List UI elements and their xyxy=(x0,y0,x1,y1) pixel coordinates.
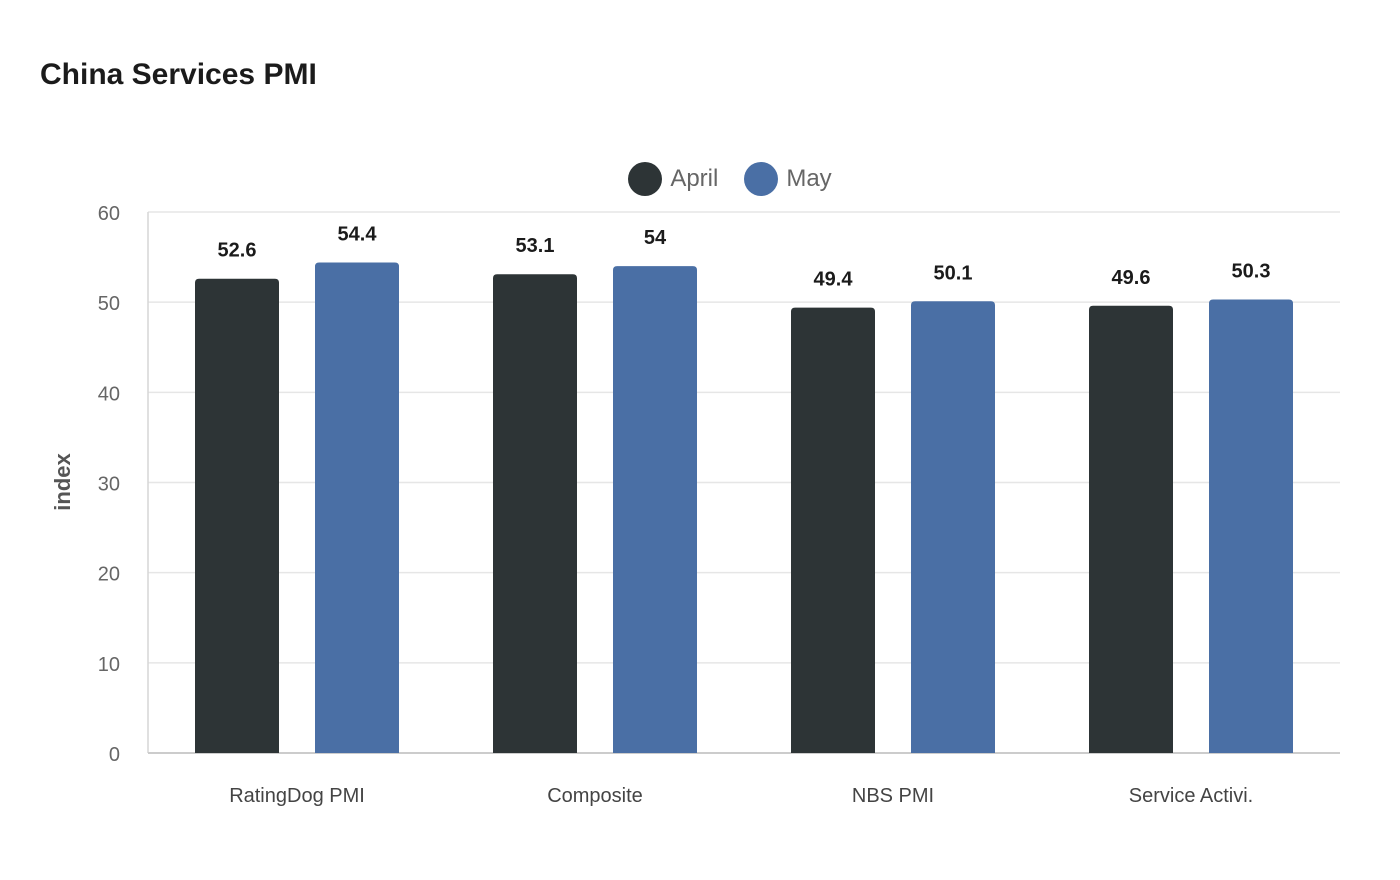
data-label: 54.4 xyxy=(338,223,378,245)
bar-may[interactable] xyxy=(613,266,697,753)
bar-may[interactable] xyxy=(315,262,399,753)
bars xyxy=(195,262,1293,753)
bar-april[interactable] xyxy=(493,274,577,753)
legend-item-april[interactable]: April xyxy=(628,162,718,196)
x-tick-label: Composite xyxy=(547,785,643,807)
x-tick-label: RatingDog PMI xyxy=(229,785,365,807)
chart-title: China Services PMI xyxy=(40,58,317,91)
y-tick-label: 40 xyxy=(98,383,120,405)
data-label: 50.1 xyxy=(934,262,973,284)
x-tick-label: Service Activi. xyxy=(1129,785,1253,807)
bar-april[interactable] xyxy=(195,278,279,753)
legend-swatch-april xyxy=(628,162,663,196)
legend: April May xyxy=(0,162,1400,196)
y-tick-label: 30 xyxy=(98,474,120,496)
y-tick-label: 0 xyxy=(109,744,120,766)
legend-label-april: April xyxy=(670,165,719,192)
bar-may[interactable] xyxy=(911,301,995,753)
data-label: 49.4 xyxy=(814,269,854,291)
y-tick-label: 50 xyxy=(98,293,120,315)
data-label: 54 xyxy=(644,227,667,249)
y-axis-title: index xyxy=(50,453,75,511)
data-labels: 52.6 54.4 53.1 54 49.4 50.1 49.6 50.3 xyxy=(218,223,1271,290)
legend-label-may: May xyxy=(786,165,832,192)
y-tick-label: 60 xyxy=(98,203,120,225)
data-label: 52.6 xyxy=(218,240,257,262)
legend-swatch-may xyxy=(744,162,779,196)
data-label: 49.6 xyxy=(1112,267,1151,289)
bar-april[interactable] xyxy=(791,307,875,753)
y-tick-label: 20 xyxy=(98,564,120,586)
bar-april[interactable] xyxy=(1089,305,1173,753)
bar-may[interactable] xyxy=(1209,299,1293,753)
legend-item-may[interactable]: May xyxy=(744,162,832,196)
y-tick-label: 10 xyxy=(98,654,120,676)
data-label: 50.3 xyxy=(1232,260,1271,282)
data-label: 53.1 xyxy=(516,235,555,257)
x-tick-label: NBS PMI xyxy=(852,785,934,807)
